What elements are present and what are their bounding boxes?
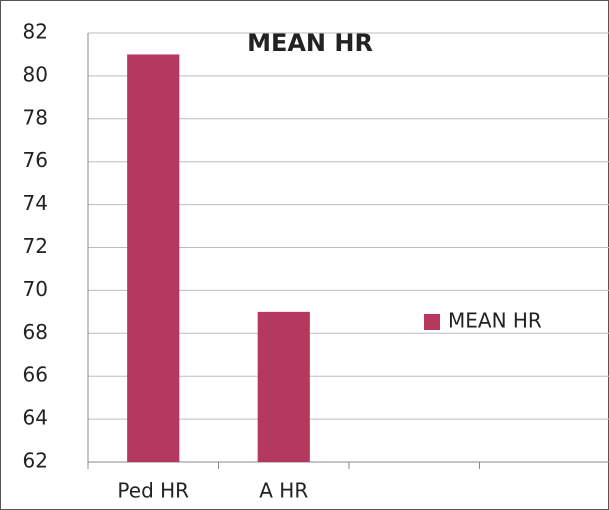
y-tick-label: 80 [23,62,48,86]
bar [257,311,310,462]
y-tick-label: 62 [23,449,48,473]
y-tick-label: 74 [23,191,48,215]
y-tick-label: 82 [23,20,48,44]
y-tick-label: 68 [23,320,48,344]
y-tick-label: 78 [23,105,48,129]
legend-label: MEAN HR [448,309,542,333]
y-tick-label: 76 [23,148,48,172]
y-tick-label: 66 [23,363,48,387]
x-tick-label: Ped HR [117,479,189,503]
x-tick-label: A HR [259,479,308,503]
bar [127,54,180,462]
y-tick-label: 70 [23,277,48,301]
y-tick-label: 72 [23,234,48,258]
y-tick-label: 64 [23,406,48,430]
chart-title: MEAN HR [247,29,373,57]
legend-swatch [424,314,440,330]
